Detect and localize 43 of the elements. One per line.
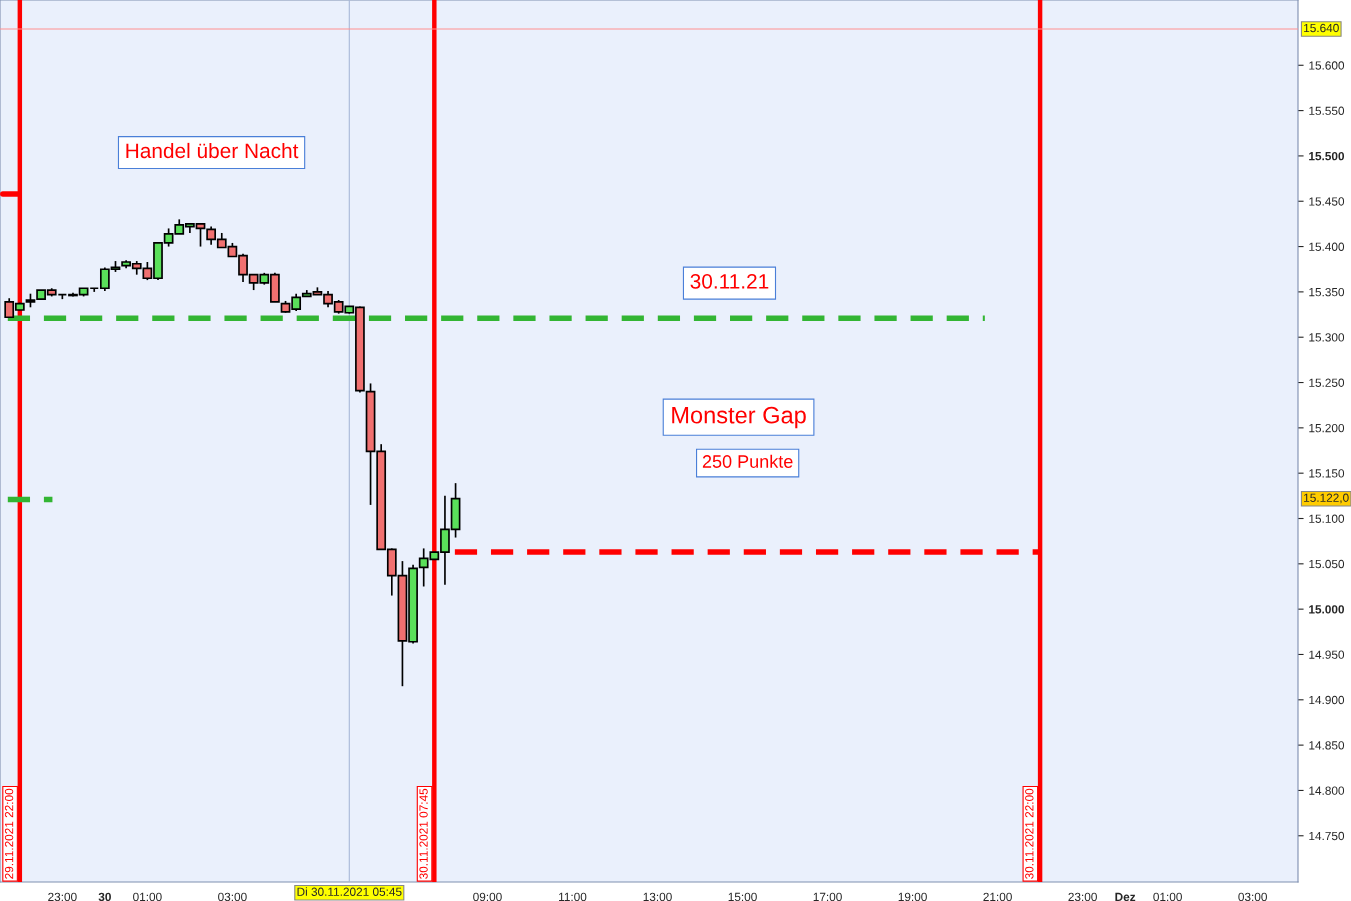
y-tick-label: 15.500 — [1309, 151, 1345, 161]
y-tick-label: 15.050 — [1309, 559, 1345, 569]
x-tick-label: 11:00 — [559, 892, 587, 901]
y-tick-label: 15.200 — [1309, 423, 1345, 433]
y-tick-label: 15.300 — [1309, 333, 1345, 342]
y-tick-label: 14.750 — [1309, 831, 1345, 841]
ref-line-label: Di 30.11.2021 05:45 — [297, 887, 402, 896]
y-tick-label: 15.400 — [1309, 242, 1345, 251]
ref-line-label: 30.11.2021 22:00 — [1025, 788, 1034, 879]
y-tick-label: 15.350 — [1309, 287, 1345, 297]
x-tick-label: 03:00 — [1238, 892, 1267, 901]
y-tick-label: 14.850 — [1309, 741, 1345, 750]
y-tick-label: 15.250 — [1309, 378, 1345, 387]
ref-line-label: 15.640 — [1304, 23, 1339, 33]
x-tick-label: Dez — [1115, 892, 1136, 901]
annotation: Monster Gap — [672, 406, 806, 429]
text: 15.122,0 — [1304, 493, 1349, 504]
x-tick-label: 01:00 — [1153, 892, 1182, 901]
x-tick-label: 23:00 — [1068, 892, 1097, 901]
x-tick-label: 13:00 — [643, 892, 672, 901]
y-tick-label: 14.950 — [1309, 650, 1345, 659]
y-tick-label: 14.900 — [1309, 695, 1345, 705]
y-tick-label: 15.150 — [1309, 469, 1345, 478]
y-tick-label: 15.100 — [1309, 514, 1345, 523]
y-tick-label: 14.800 — [1309, 786, 1345, 795]
y-tick-label: 15.000 — [1309, 605, 1345, 614]
x-tick-label: 01:00 — [133, 892, 162, 901]
y-tick-label: 15.550 — [1309, 106, 1345, 115]
annotation: Handel über Nacht — [126, 142, 299, 159]
y-tick-label: 15.600 — [1309, 61, 1345, 70]
ref-line-label: 30.11.2021 07:45 — [419, 788, 428, 879]
y-tick-label: 15.450 — [1309, 197, 1345, 206]
x-tick-label: 30 — [98, 892, 111, 901]
annotation: 30.11.21 — [690, 273, 769, 289]
x-tick-label: 03:00 — [218, 892, 247, 901]
x-tick-label: 21:00 — [983, 892, 1012, 901]
x-tick-label: 09:00 — [473, 892, 502, 901]
x-tick-label: 23:00 — [48, 892, 77, 901]
x-tick-label: 15:00 — [728, 892, 757, 901]
annotation: 250 Punkte — [702, 454, 793, 468]
ref-line-label: 29.11.2021 22:00 — [4, 788, 14, 879]
x-tick-label: 17:00 — [813, 892, 842, 901]
x-tick-label: 19:00 — [898, 892, 927, 901]
